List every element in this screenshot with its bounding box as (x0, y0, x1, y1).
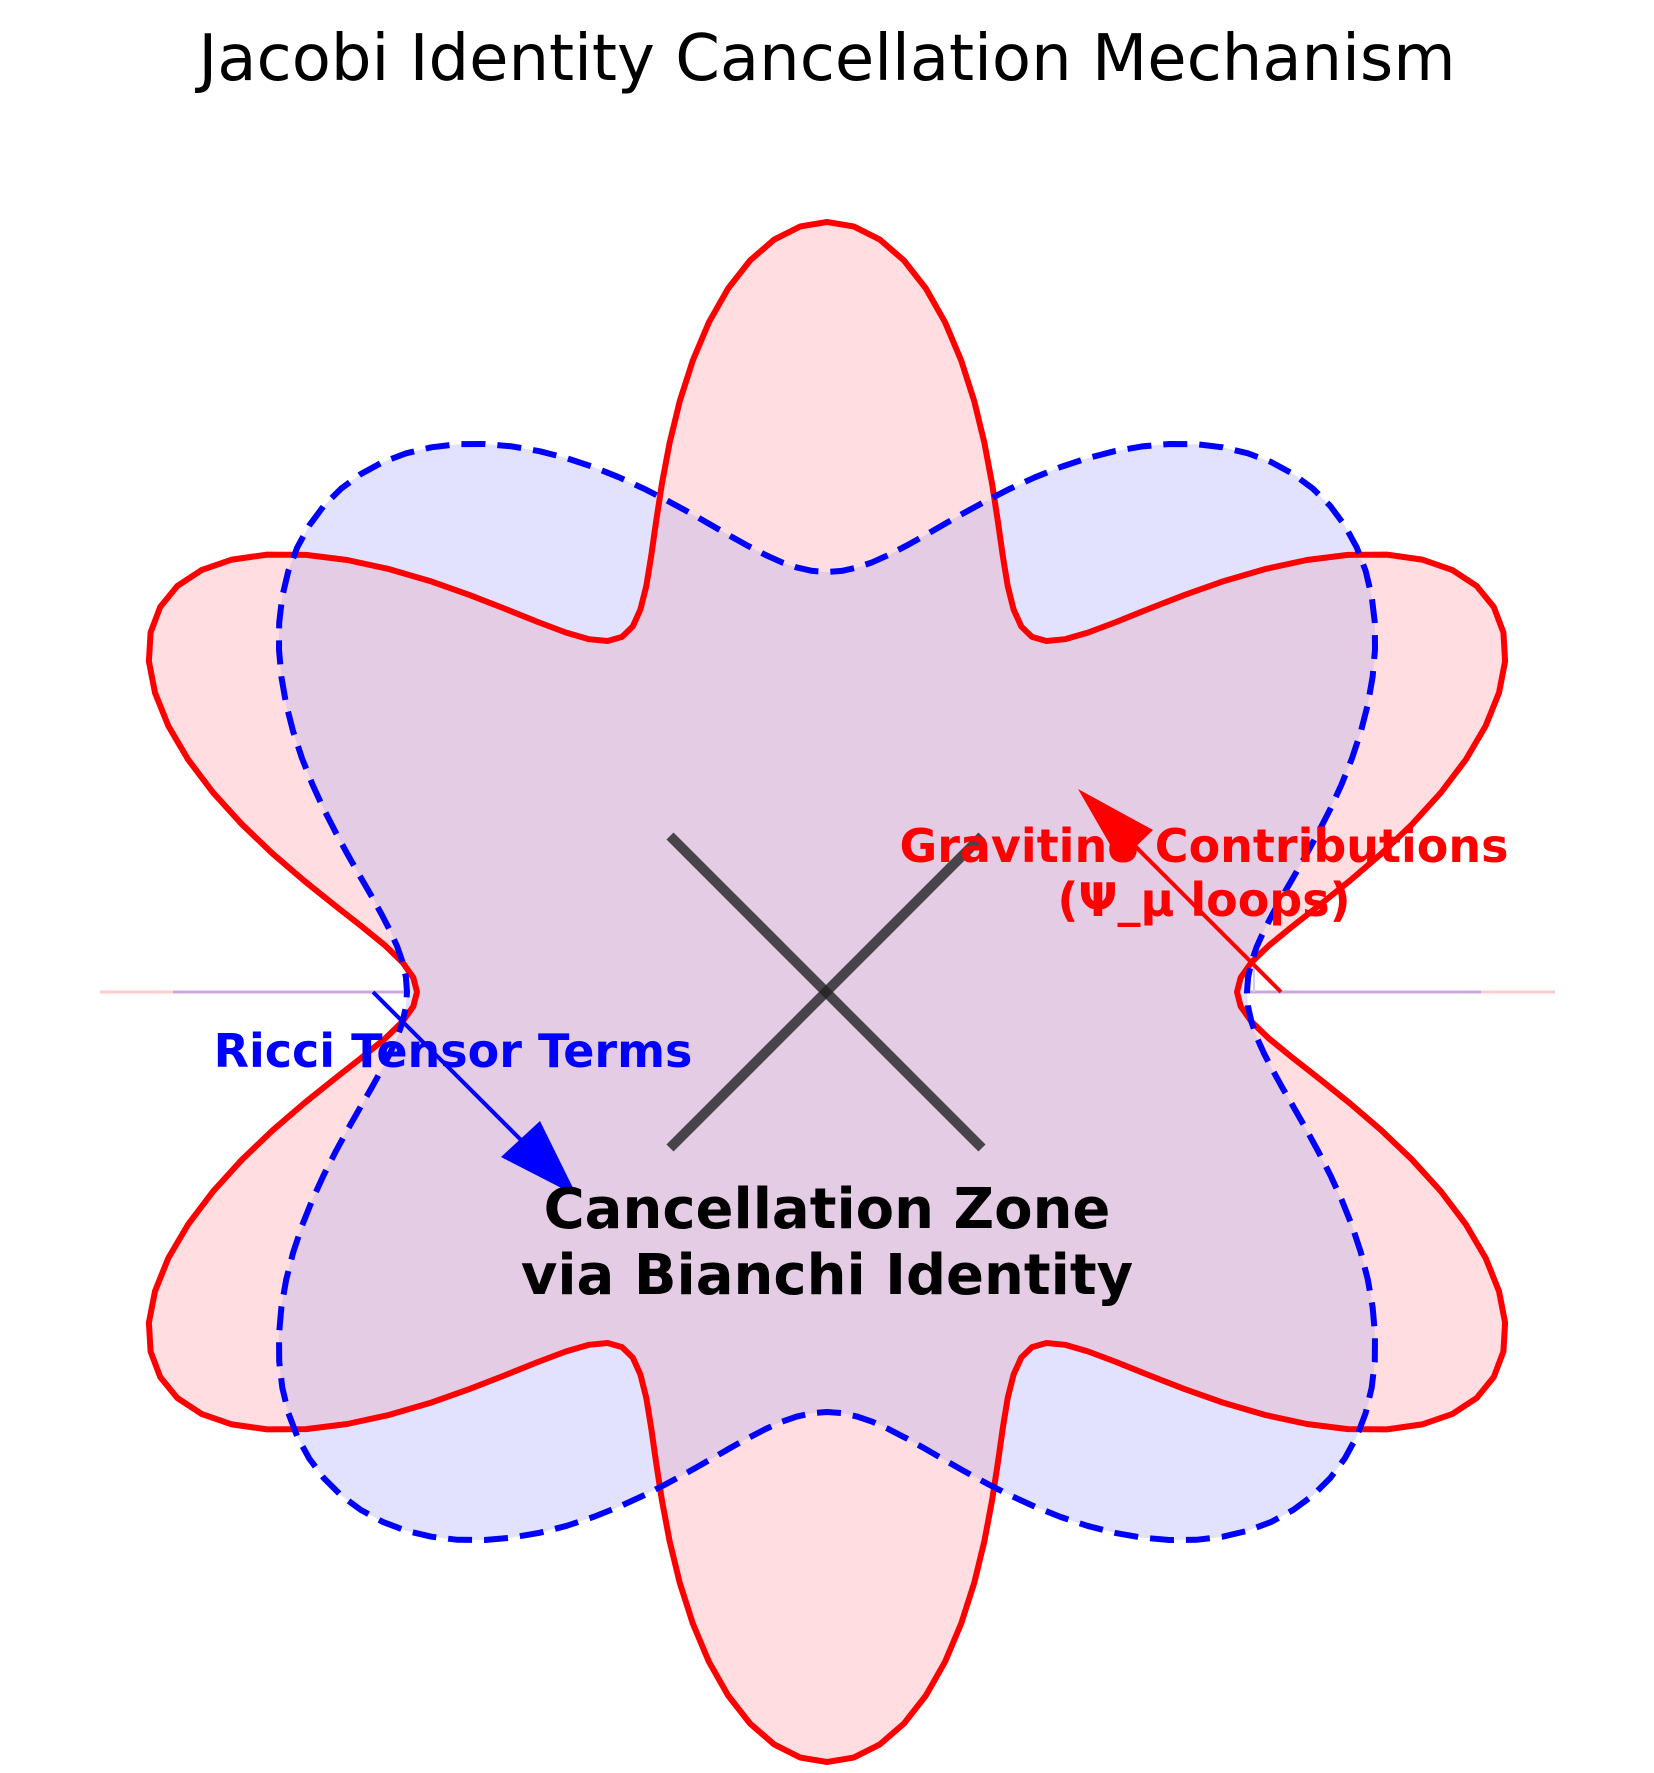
cross-line-2 (666, 832, 986, 1152)
diagram-title: Jacobi Identity Cancellation Mechanism (194, 22, 1455, 96)
gravitino-arrow-shaft (1108, 819, 1283, 994)
cancellation-zone-label-line1: Cancellation Zone (544, 1177, 1111, 1242)
gravitino-arrow-head (1078, 789, 1153, 862)
ricci-arrow-shaft (371, 990, 546, 1165)
ricci-label: Ricci Tensor Terms (214, 1024, 693, 1078)
gravitino-region-outline (145, 219, 1509, 1765)
ricci-region-outline (276, 441, 1378, 1543)
ricci-arrow-head (501, 1121, 577, 1196)
gravitino-label-line2: (Ψ_μ loops) (1057, 873, 1350, 927)
cancellation-zone-label-line2: via Bianchi Identity (521, 1243, 1133, 1308)
gravitino-label-line1: Gravitino Contributions (899, 819, 1508, 873)
